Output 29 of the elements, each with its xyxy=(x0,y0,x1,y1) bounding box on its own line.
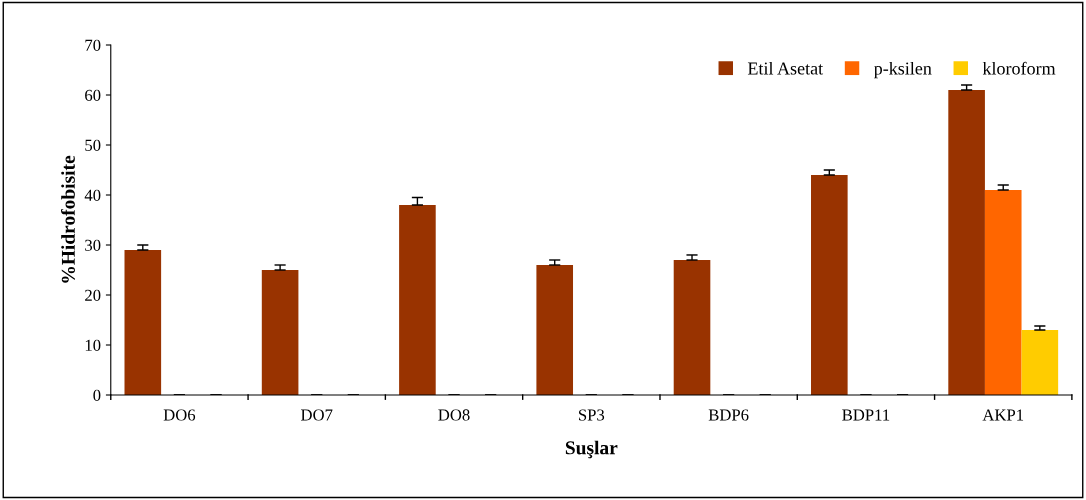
x-axis-title: Suşlar xyxy=(565,440,618,459)
y-axis-title: %Hidrofobisite xyxy=(61,155,75,283)
x-tick-label: DO8 xyxy=(438,409,470,421)
y-tick-label: 70 xyxy=(85,39,101,51)
bar xyxy=(261,270,299,395)
y-tick-label: 60 xyxy=(85,89,101,101)
y-tick-label: 50 xyxy=(85,139,101,151)
y-tick-label: 10 xyxy=(85,339,101,351)
bar xyxy=(673,260,711,395)
bar xyxy=(948,90,985,395)
legend-label: Etil Asetat xyxy=(747,61,824,75)
y-tick-label: 30 xyxy=(85,239,101,251)
x-tick-label: BDP11 xyxy=(842,409,890,421)
bar xyxy=(399,205,436,395)
bar xyxy=(1021,330,1059,395)
legend-label: kloroform xyxy=(982,61,1056,75)
x-tick-label: BDP6 xyxy=(708,409,749,421)
bar xyxy=(536,265,574,395)
x-tick-label: DO6 xyxy=(163,409,196,421)
x-tick-label: SP3 xyxy=(579,409,605,421)
legend-label: p-ksilen xyxy=(873,61,932,79)
y-tick-label: 0 xyxy=(93,389,101,401)
bar xyxy=(811,175,848,395)
y-tick-label: 20 xyxy=(85,289,101,301)
y-tick-label: 40 xyxy=(84,189,101,201)
x-tick-label: AKP1 xyxy=(982,409,1024,421)
bar xyxy=(984,190,1022,395)
x-tick-label: DO7 xyxy=(301,409,333,421)
bar xyxy=(124,250,162,395)
